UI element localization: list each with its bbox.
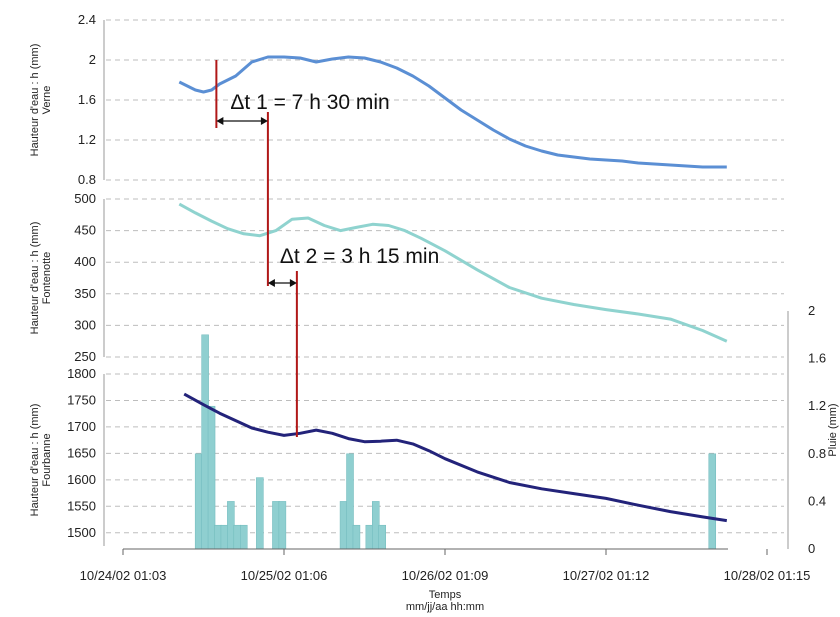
rain-bars — [194, 334, 717, 550]
lag-arrow-head — [260, 117, 268, 125]
rain-bar — [240, 524, 248, 550]
rain-bar — [227, 501, 235, 550]
series-line-fontenotte — [178, 202, 728, 343]
y-tick-fourbanne: 1650 — [67, 445, 96, 460]
y-axis-sublabel-verne: Verne — [41, 86, 53, 115]
y-axis-label-fourbanne: Hauteur d'eau : h (mm) — [29, 404, 41, 517]
y-tick-verne: 2 — [89, 52, 96, 67]
rain-bar — [352, 524, 361, 550]
lag-arrow-head — [216, 117, 224, 125]
series-line-fourbanne — [183, 392, 728, 523]
rain-axis-label: Pluie (mm) — [827, 403, 839, 456]
rain-tick: 1.2 — [808, 398, 826, 413]
rain-tick: 0 — [808, 541, 815, 556]
y-tick-fourbanne: 1600 — [67, 472, 96, 487]
y-axis-label-verne: Hauteur d'eau : h (mm) — [29, 44, 41, 157]
rain-tick: 0.8 — [808, 446, 826, 461]
series-lines — [178, 55, 728, 523]
y-tick-fourbanne: 1700 — [67, 419, 96, 434]
gridlines — [106, 19, 784, 534]
x-tick-label: 10/26/02 01:09 — [402, 568, 489, 583]
x-axis-label: Temps — [429, 589, 462, 601]
lag-arrow-head — [267, 279, 275, 287]
y-tick-fourbanne: 1800 — [67, 366, 96, 381]
y-tick-fontenotte: 300 — [74, 317, 96, 332]
rain-bar — [346, 453, 354, 550]
y-tick-fontenotte: 450 — [74, 223, 96, 238]
lag-arrow-head — [289, 279, 297, 287]
series-line-verne — [178, 55, 727, 169]
rain-bar — [365, 524, 374, 550]
rain-bar — [256, 477, 264, 550]
x-tick-label: 10/25/02 01:06 — [241, 568, 328, 583]
y-axis-label-fontenotte: Hauteur d'eau : h (mm) — [29, 222, 41, 335]
y-tick-fourbanne: 1550 — [67, 498, 96, 513]
y-tick-verne: 2.4 — [78, 12, 96, 27]
rain-tick: 0.4 — [808, 493, 826, 508]
rain-bar — [233, 524, 242, 550]
y-tick-verne: 1.6 — [78, 92, 96, 107]
x-axis-sublabel: mm/jj/aa hh:mm — [406, 601, 484, 613]
rain-bar — [207, 405, 216, 550]
rain-bar — [214, 524, 222, 550]
y-tick-verne: 1.2 — [78, 132, 96, 147]
rain-tick: 2 — [808, 303, 815, 318]
y-tick-fontenotte: 250 — [74, 349, 96, 364]
y-axis-sublabel-fontenotte: Fontenotte — [41, 252, 53, 305]
x-tick-label: 10/28/02 01:15 — [724, 568, 811, 583]
rain-bar — [194, 453, 203, 550]
lag-label-1: Δt 1 = 7 h 30 min — [230, 91, 389, 114]
rain-bar — [220, 524, 229, 550]
rain-bar — [372, 501, 380, 550]
rain-bar — [272, 501, 280, 550]
y-tick-fontenotte: 500 — [74, 191, 96, 206]
rain-bar — [339, 501, 348, 550]
y-tick-verne: 0.8 — [78, 172, 96, 187]
rain-bar — [378, 524, 386, 550]
x-tick-label: 10/27/02 01:12 — [563, 568, 650, 583]
lag-label-2: Δt 2 = 3 h 15 min — [280, 245, 439, 268]
rain-bar — [201, 334, 209, 550]
rain-bar — [708, 453, 717, 550]
y-tick-fontenotte: 350 — [74, 286, 96, 301]
rain-bar — [278, 501, 287, 550]
axes — [103, 20, 789, 555]
y-tick-fontenotte: 400 — [74, 254, 96, 269]
y-tick-fourbanne: 1500 — [67, 525, 96, 540]
y-axis-sublabel-fourbanne: Fourbanne — [41, 433, 53, 486]
rain-tick: 1.6 — [808, 351, 826, 366]
y-tick-fourbanne: 1750 — [67, 392, 96, 407]
annotations: Δt 1 = 7 h 30 min Δt 2 = 3 h 15 min — [215, 60, 439, 437]
x-tick-label: 10/24/02 01:03 — [80, 568, 167, 583]
